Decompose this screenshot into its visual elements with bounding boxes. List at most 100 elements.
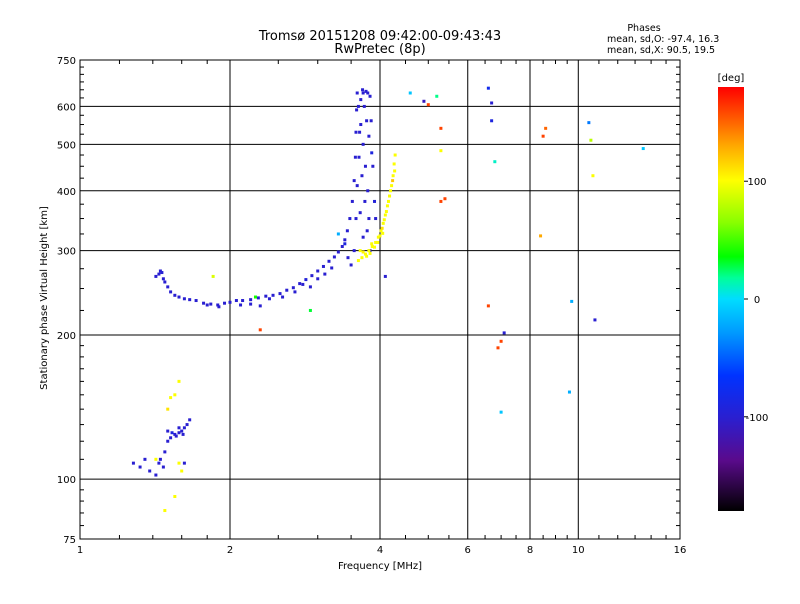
data-point (354, 217, 358, 221)
data-point (154, 473, 158, 477)
data-point (239, 303, 243, 307)
data-point (148, 469, 152, 473)
data-point (249, 302, 253, 306)
data-point (496, 346, 500, 350)
y-tick-label: 300 (57, 247, 76, 258)
data-point (374, 217, 378, 221)
data-point (365, 119, 369, 123)
data-point (370, 242, 374, 246)
data-point (385, 204, 389, 208)
data-point (361, 250, 365, 254)
data-point (367, 134, 371, 138)
data-point (173, 432, 177, 436)
data-point (188, 418, 192, 422)
data-point (570, 299, 574, 303)
data-point (161, 465, 165, 469)
y-axis-label: Stationary phase Virtual Height [km] (39, 206, 50, 390)
colorbar-tick-label: -100 (746, 413, 769, 424)
data-point (234, 299, 238, 303)
data-point (336, 250, 340, 254)
data-point (641, 147, 645, 151)
data-point (177, 379, 181, 383)
data-point (160, 271, 164, 275)
data-point (368, 94, 372, 98)
x-tick-label: 4 (377, 545, 383, 556)
data-point (392, 162, 396, 166)
data-point (327, 259, 331, 263)
data-point (271, 293, 275, 297)
x-tick-label: 16 (674, 545, 687, 556)
data-point (188, 298, 192, 302)
data-point (368, 251, 372, 255)
x-axis-label: Frequency [MHz] (338, 561, 422, 572)
colorbar-label: [deg] (718, 73, 745, 84)
data-point (486, 304, 490, 308)
data-point (216, 303, 220, 307)
data-point (356, 104, 360, 108)
data-point (380, 226, 384, 230)
colorbar (718, 87, 744, 511)
chart-subtitle: RwPretec (8p) (334, 42, 425, 57)
data-point (381, 231, 385, 235)
data-point (316, 269, 320, 273)
data-point (169, 396, 173, 400)
data-point (388, 194, 392, 198)
data-point (354, 130, 358, 134)
data-point (355, 91, 359, 95)
data-point (591, 174, 595, 178)
data-point (391, 179, 395, 183)
data-point (163, 280, 167, 284)
data-point (258, 328, 262, 332)
data-point (366, 189, 370, 193)
data-point (267, 297, 271, 301)
data-point (177, 426, 181, 430)
data-point (177, 461, 181, 465)
colorbar-tick-label: 0 (754, 295, 760, 306)
data-point (393, 169, 397, 173)
data-point (367, 249, 371, 253)
data-point (499, 410, 503, 414)
data-point (205, 303, 209, 307)
data-point (185, 423, 189, 427)
data-point (323, 272, 327, 276)
data-point (169, 290, 173, 294)
colorbar-tick-label: 100 (747, 177, 766, 188)
data-point (285, 288, 289, 292)
data-point (390, 184, 394, 188)
data-point (131, 461, 135, 465)
data-point (304, 278, 308, 282)
data-point (177, 431, 181, 435)
data-point (359, 123, 363, 127)
data-point (194, 299, 198, 303)
data-point (370, 244, 374, 248)
y-tick-label: 750 (57, 56, 76, 67)
data-point (281, 295, 285, 299)
data-point (211, 274, 215, 278)
data-point (426, 103, 430, 107)
data-point (166, 407, 170, 411)
grid-lines (80, 60, 680, 539)
data-point (330, 266, 334, 270)
data-point (143, 457, 147, 461)
data-point (177, 295, 181, 299)
x-tick-label: 2 (227, 545, 233, 556)
data-point (180, 429, 184, 433)
data-point (363, 252, 367, 256)
y-tick-label: 75 (63, 535, 76, 546)
stats-heading: Phases (627, 23, 660, 34)
data-point (381, 221, 385, 225)
data-point (539, 234, 543, 238)
data-point (332, 255, 336, 259)
data-point (373, 199, 377, 203)
data-point (173, 393, 177, 397)
data-point (345, 229, 349, 233)
data-point (363, 164, 367, 168)
data-point (223, 301, 227, 305)
data-point (371, 164, 375, 168)
data-point (209, 302, 213, 306)
x-tick-label: 10 (572, 545, 585, 556)
data-point (169, 436, 173, 440)
data-point (365, 254, 369, 258)
data-point (439, 126, 443, 130)
